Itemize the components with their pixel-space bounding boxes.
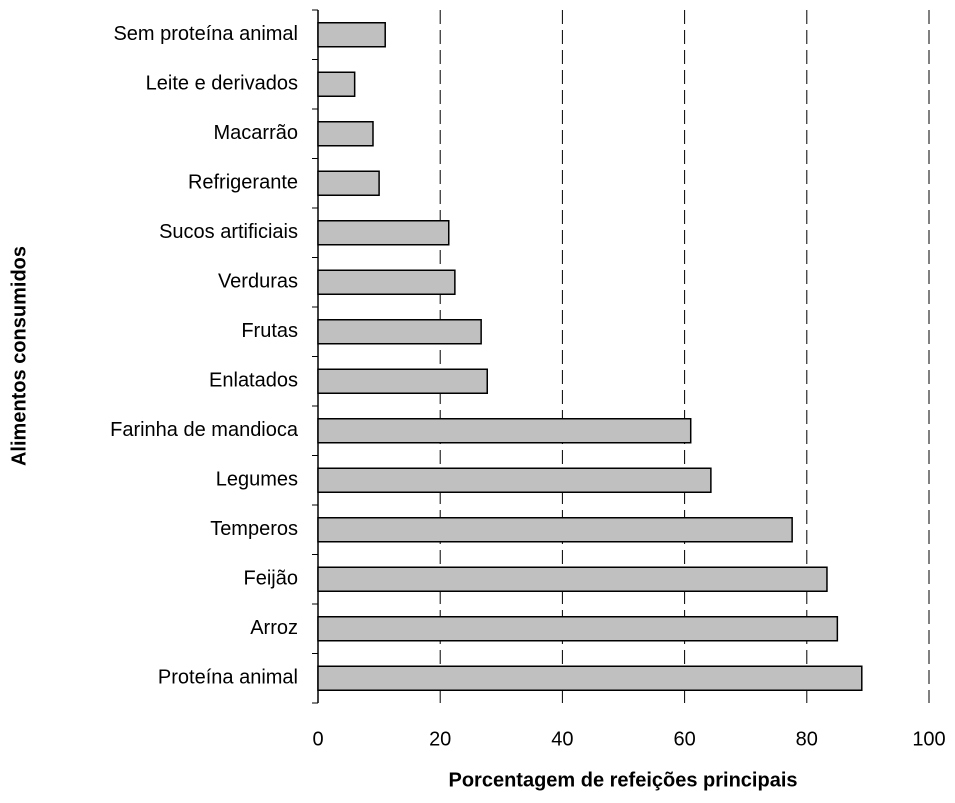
bar: [317, 269, 456, 295]
bar: [317, 121, 374, 147]
y-tick-label: Legumes: [216, 469, 298, 491]
y-tick-label: Farinha de mandioca: [110, 419, 299, 441]
y-tick-label: Enlatados: [209, 370, 298, 392]
bar: [317, 170, 380, 196]
bar: [317, 22, 386, 48]
bar: [317, 665, 863, 691]
x-tick-label: 100: [912, 728, 945, 750]
y-tick-label: Macarrão: [214, 122, 298, 144]
y-tick-label: Proteína animal: [158, 667, 298, 689]
bar: [317, 71, 356, 97]
y-tick-label: Arroz: [250, 617, 298, 639]
y-tick-label: Sucos artificiais: [159, 221, 298, 243]
y-tick-label: Refrigerante: [188, 172, 298, 194]
bar: [317, 418, 692, 444]
bar: [317, 368, 488, 394]
bar: [317, 319, 482, 345]
bar: [317, 467, 712, 493]
bar: [317, 616, 839, 642]
y-tick-label: Frutas: [241, 320, 298, 342]
x-tick-label: 40: [551, 728, 573, 750]
x-tick-label: 60: [673, 728, 695, 750]
x-tick-label: 80: [796, 728, 818, 750]
y-tick-label: Verduras: [218, 271, 298, 293]
y-tick-label: Leite e derivados: [146, 73, 298, 95]
bar: [317, 220, 450, 246]
bar: [317, 517, 793, 543]
x-tick-label: 0: [312, 728, 323, 750]
x-axis-label: Porcentagem de refeições principais: [448, 769, 797, 791]
y-axis-label: Alimentos consumidos: [8, 246, 30, 466]
y-tick-label: Sem proteína animal: [113, 23, 298, 45]
y-tick-label: Feijão: [244, 568, 298, 590]
x-tick-label: 20: [429, 728, 451, 750]
y-tick-label: Temperos: [210, 518, 298, 540]
bar: [317, 566, 828, 592]
